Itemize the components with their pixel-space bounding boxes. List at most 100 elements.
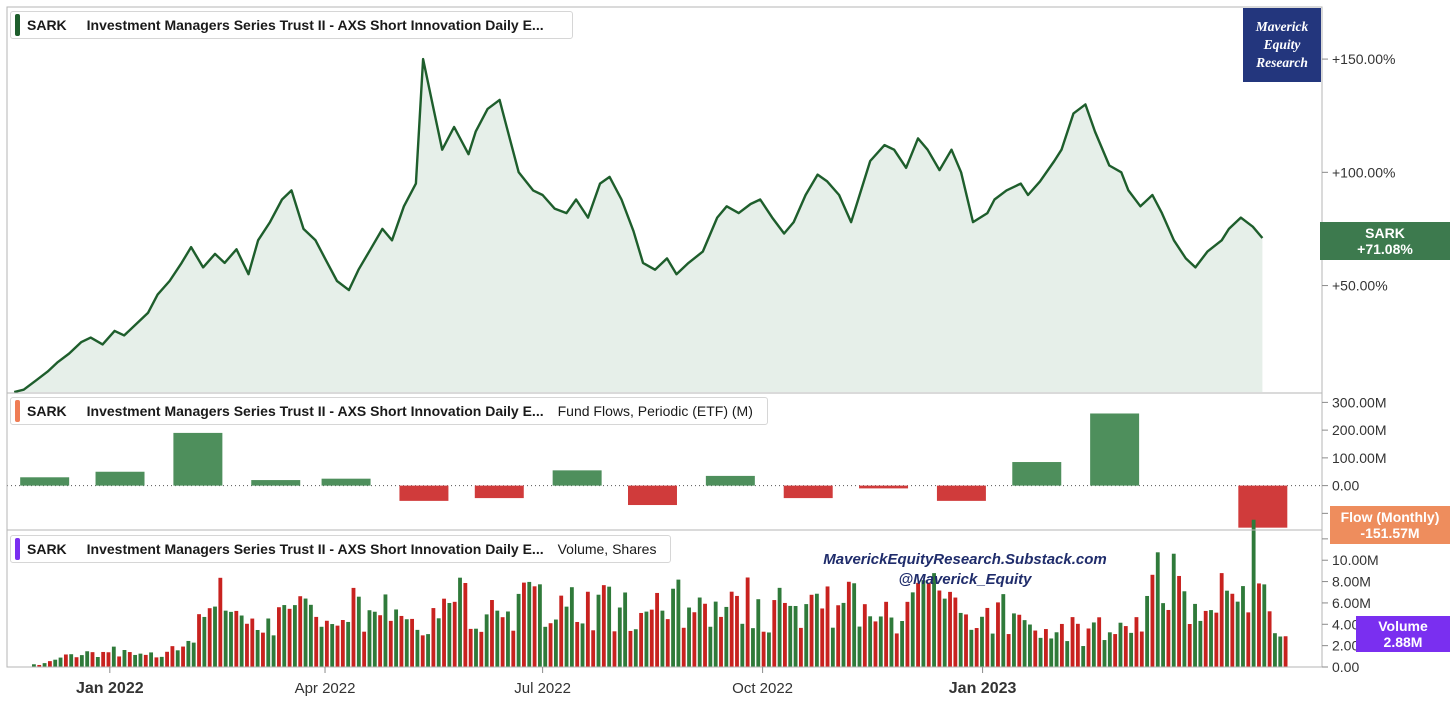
flow-bar: [1090, 413, 1140, 486]
volume-bar: [191, 642, 196, 667]
legend-fund-name: Investment Managers Series Trust II - AX…: [86, 17, 544, 33]
volume-bar: [724, 606, 729, 667]
volume-bar: [165, 651, 169, 667]
flow-bar: [705, 475, 755, 486]
volume-bar: [708, 626, 713, 667]
volume-bar: [218, 577, 223, 667]
volume-bar: [601, 585, 606, 667]
volume-bar: [868, 616, 873, 667]
volume-bar: [287, 608, 292, 667]
volume-bar: [367, 610, 372, 667]
volume-bar: [1129, 632, 1134, 667]
volume-bar: [660, 610, 665, 667]
volume-bar: [772, 600, 777, 667]
volume-bar: [143, 654, 148, 667]
flow-axis-label: 0.00: [1332, 478, 1359, 494]
volume-bar: [937, 590, 942, 667]
flow-bar: [783, 485, 833, 499]
volume-bar: [1043, 629, 1048, 667]
volume-bar: [282, 605, 287, 667]
volume-bar: [1235, 601, 1240, 667]
volume-bar: [894, 633, 899, 667]
volume-bar: [436, 618, 441, 667]
volume-bar: [713, 601, 718, 667]
volume-bar: [1091, 622, 1096, 667]
volume-bar: [1123, 626, 1128, 667]
brand-logo: Maverick Equity Research: [1243, 8, 1321, 82]
flow-bar: [1012, 462, 1062, 486]
volume-bar: [958, 612, 963, 667]
volume-bar: [980, 616, 984, 667]
volume-bar: [804, 604, 809, 667]
volume-bar: [63, 654, 68, 667]
price-panel: [13, 57, 1264, 394]
volume-bar: [1150, 574, 1155, 667]
volume-bar: [229, 611, 233, 667]
volume-bar: [1230, 593, 1235, 667]
volume-bar: [1182, 591, 1187, 667]
brand-line: Maverick: [1255, 19, 1309, 34]
legend-fund-name: Investment Managers Series Trust II - AX…: [86, 403, 544, 419]
volume-bar: [463, 582, 468, 667]
tag-label: Volume: [1378, 618, 1428, 634]
flow-axis-label: 200.00M: [1332, 422, 1386, 438]
volume-bar: [95, 657, 100, 667]
legend-ticker: SARK: [27, 403, 67, 419]
price-legend[interactable]: SARK Investment Managers Series Trust II…: [10, 11, 573, 39]
volume-legend[interactable]: SARK Investment Managers Series Trust II…: [10, 535, 672, 563]
volume-bar: [197, 614, 201, 667]
volume-bar: [751, 628, 755, 667]
flow-bar: [173, 432, 223, 486]
volume-bar: [910, 592, 915, 667]
volume-bar: [346, 621, 351, 667]
volume-bar: [484, 614, 489, 667]
volume-bar: [356, 596, 361, 667]
volume-bar: [569, 587, 574, 667]
volume-bar: [388, 620, 393, 667]
volume-bar: [170, 646, 175, 667]
volume-panel: [32, 519, 1288, 667]
volume-bar: [271, 635, 276, 667]
volume-bar: [442, 598, 446, 667]
legend-metric: Volume, Shares: [557, 541, 657, 557]
volume-bar: [138, 653, 143, 667]
volume-bar: [37, 664, 42, 667]
volume-bar: [298, 596, 303, 667]
volume-bar: [74, 657, 79, 667]
volume-bar: [106, 652, 111, 667]
volume-bar: [857, 626, 862, 667]
volume-bar: [884, 601, 889, 667]
fund-flow-legend[interactable]: SARK Investment Managers Series Trust II…: [10, 397, 768, 425]
volume-bar: [410, 618, 415, 667]
volume-bar: [703, 603, 707, 667]
brand-line: Research: [1256, 55, 1308, 70]
volume-bar: [32, 664, 36, 667]
volume-bar: [836, 605, 841, 667]
volume-bar: [111, 646, 116, 667]
volume-bar: [639, 612, 644, 667]
volume-bar: [245, 623, 249, 667]
volume-bar: [149, 652, 154, 667]
volume-bar: [181, 646, 185, 667]
volume-bar: [1012, 613, 1016, 667]
volume-bar: [266, 618, 271, 667]
volume-bar: [591, 630, 596, 667]
fund-flow-panel: [7, 413, 1322, 528]
volume-bar: [607, 586, 612, 667]
volume-bar: [1187, 623, 1192, 667]
volume-bar: [1283, 636, 1288, 667]
flow-bar: [936, 485, 986, 501]
volume-bar: [516, 593, 521, 667]
volume-bar: [596, 594, 601, 667]
volume-bar: [362, 631, 367, 667]
flow-bar: [859, 485, 909, 489]
volume-bar: [117, 656, 122, 667]
volume-bar: [1193, 603, 1197, 667]
flow-axis-label: 100.00M: [1332, 450, 1386, 466]
volume-bar: [974, 628, 979, 667]
volume-bar: [213, 606, 217, 667]
volume-bar: [1118, 622, 1123, 667]
volume-bar: [761, 631, 766, 667]
flow-bar: [95, 471, 145, 486]
volume-bar: [1139, 631, 1144, 667]
